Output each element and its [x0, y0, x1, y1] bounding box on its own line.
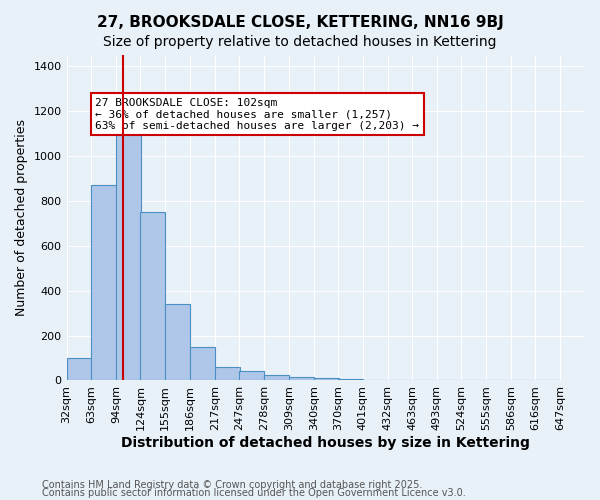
Text: Contains HM Land Registry data © Crown copyright and database right 2025.: Contains HM Land Registry data © Crown c… [42, 480, 422, 490]
Bar [165, 304, 190, 380]
Bar [215, 367, 240, 380]
Bar [190, 347, 215, 380]
Bar [239, 372, 264, 380]
Text: 27, BROOKSDALE CLOSE, KETTERING, NN16 9BJ: 27, BROOKSDALE CLOSE, KETTERING, NN16 9B… [97, 15, 503, 30]
Bar [67, 358, 91, 380]
Bar [264, 375, 289, 380]
Bar [289, 377, 314, 380]
Bar [116, 98, 141, 380]
Text: Contains public sector information licensed under the Open Government Licence v3: Contains public sector information licen… [42, 488, 466, 498]
Y-axis label: Number of detached properties: Number of detached properties [15, 119, 28, 316]
Bar [140, 212, 165, 380]
Bar [314, 378, 338, 380]
X-axis label: Distribution of detached houses by size in Kettering: Distribution of detached houses by size … [121, 436, 530, 450]
Text: Size of property relative to detached houses in Kettering: Size of property relative to detached ho… [103, 35, 497, 49]
Bar [91, 185, 116, 380]
Text: 27 BROOKSDALE CLOSE: 102sqm
← 36% of detached houses are smaller (1,257)
63% of : 27 BROOKSDALE CLOSE: 102sqm ← 36% of det… [95, 98, 419, 131]
